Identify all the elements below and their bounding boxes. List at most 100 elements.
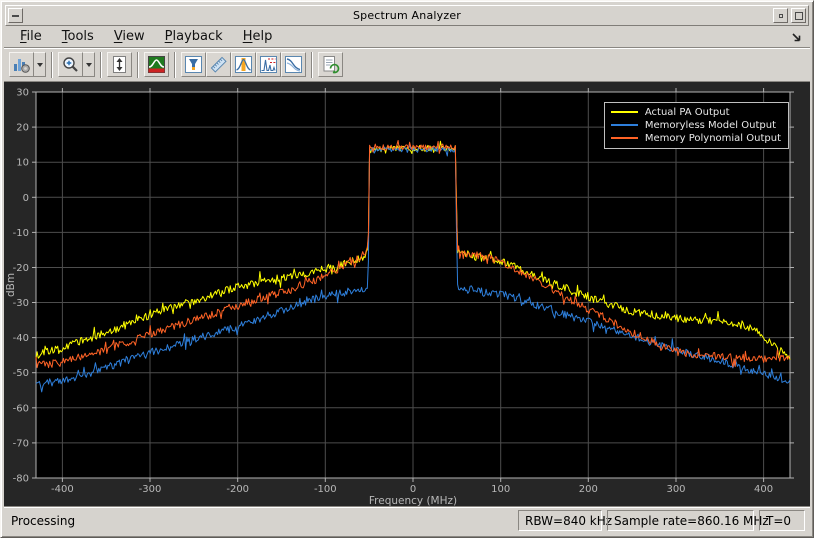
spectrogram-button[interactable] bbox=[144, 52, 169, 77]
svg-text:-300: -300 bbox=[139, 484, 162, 495]
playback-settings-button[interactable] bbox=[318, 52, 343, 77]
zoom-in-button[interactable] bbox=[58, 52, 83, 77]
menu-item-tools[interactable]: Tools bbox=[61, 29, 94, 44]
menu-item-view[interactable]: View bbox=[113, 29, 145, 44]
legend-label: Actual PA Output bbox=[644, 106, 730, 118]
svg-text:400: 400 bbox=[754, 484, 773, 495]
peak-finder-group bbox=[181, 52, 206, 77]
sample-rate-panel: Sample rate=860.16 MHz bbox=[607, 510, 769, 531]
toolbar bbox=[4, 48, 810, 82]
x-tick-labels: -400 -300 -200 -100 0 100 200 300 400 bbox=[51, 484, 773, 495]
svg-text:30: 30 bbox=[16, 88, 29, 99]
spectral-mask-button[interactable] bbox=[281, 52, 306, 77]
spectral-mask-group bbox=[281, 52, 306, 77]
svg-text:0: 0 bbox=[23, 193, 29, 204]
menu-item-help[interactable]: Help bbox=[242, 29, 273, 44]
status-text: Processing bbox=[11, 513, 76, 528]
svg-text:-100: -100 bbox=[314, 484, 337, 495]
svg-text:-70: -70 bbox=[13, 438, 29, 449]
fit-to-view-group bbox=[107, 52, 132, 77]
figure-area: -400 -300 -200 -100 0 100 200 300 400 30 20 10 0 -10-… bbox=[4, 82, 810, 506]
harmonic-distortion-icon bbox=[259, 55, 278, 74]
svg-text:0: 0 bbox=[410, 484, 416, 495]
legend-label: Memoryless Model Output bbox=[644, 119, 776, 131]
svg-text:-200: -200 bbox=[226, 484, 249, 495]
spectral-mask-icon bbox=[284, 55, 303, 74]
spectrum-settings-button[interactable] bbox=[9, 52, 34, 77]
distortion-measurements-button[interactable] bbox=[206, 52, 231, 77]
trace-memoryless-model-output bbox=[35, 143, 791, 393]
legend[interactable]: Actual PA Output Memoryless Model Output M… bbox=[603, 102, 789, 149]
zoom-in-icon bbox=[61, 55, 80, 74]
menu-item-playback[interactable]: Playback bbox=[164, 29, 223, 44]
harmonic-distortion-group bbox=[256, 52, 281, 77]
toolbar-separator bbox=[311, 51, 313, 78]
title-bar: Spectrum Analyzer bbox=[5, 5, 809, 26]
svg-text:20: 20 bbox=[16, 123, 29, 134]
window-title: Spectrum Analyzer bbox=[352, 9, 462, 22]
menu-item-file[interactable]: File bbox=[20, 29, 42, 44]
svg-text:-80: -80 bbox=[13, 474, 29, 485]
legend-line-sample bbox=[610, 137, 638, 139]
minimize-button[interactable] bbox=[773, 8, 788, 23]
zoom-in-dropdown[interactable] bbox=[83, 52, 95, 77]
distortion-measurements-group bbox=[206, 52, 231, 77]
peak-finder-button[interactable] bbox=[181, 52, 206, 77]
y-tick-labels: 30 20 10 0 -10 -20 -30 -40 -50 -60 -70 -80 bbox=[13, 88, 29, 485]
fit-to-view-icon bbox=[110, 55, 129, 74]
svg-text:-20: -20 bbox=[13, 263, 29, 274]
spectrogram-group bbox=[144, 52, 169, 77]
svg-text:10: 10 bbox=[16, 158, 29, 169]
minimize-icon bbox=[778, 13, 783, 18]
spectrum-settings-dropdown[interactable] bbox=[34, 52, 46, 77]
channel-measurements-icon bbox=[234, 55, 253, 74]
spectrum-settings-icon bbox=[12, 55, 31, 74]
toolbar-separator bbox=[51, 51, 53, 78]
legend-label: Memory Polynomial Output bbox=[644, 132, 781, 144]
window-menu-button[interactable] bbox=[8, 8, 23, 23]
distortion-measurements-icon bbox=[209, 55, 228, 74]
dock-arrow-icon[interactable] bbox=[790, 30, 804, 44]
menu-bar: File Tools View Playback Help bbox=[4, 26, 810, 48]
chevron-down-icon bbox=[36, 62, 43, 67]
zoom-in-group bbox=[58, 52, 95, 77]
legend-entry: Memory Polynomial Output bbox=[610, 132, 781, 144]
toolbar-separator bbox=[137, 51, 139, 78]
legend-line-sample bbox=[610, 111, 638, 113]
window-menu-icon bbox=[12, 14, 19, 17]
harmonic-distortion-button[interactable] bbox=[256, 52, 281, 77]
svg-text:-60: -60 bbox=[13, 403, 29, 414]
playback-settings-icon bbox=[321, 55, 340, 74]
status-bar: Processing RBW=840 kHz Sample rate=860.1… bbox=[4, 506, 810, 534]
svg-text:-40: -40 bbox=[13, 333, 29, 344]
toolbar-separator bbox=[100, 51, 102, 78]
chevron-down-icon bbox=[85, 62, 92, 67]
svg-text:200: 200 bbox=[579, 484, 598, 495]
fit-to-view-button[interactable] bbox=[107, 52, 132, 77]
peak-finder-icon bbox=[184, 55, 203, 74]
channel-measurements-group bbox=[231, 52, 256, 77]
svg-text:-30: -30 bbox=[13, 298, 29, 309]
time-panel: T=0 bbox=[759, 510, 805, 531]
svg-text:300: 300 bbox=[666, 484, 685, 495]
legend-line-sample bbox=[610, 124, 638, 126]
rbw-panel: RBW=840 kHz bbox=[518, 510, 612, 531]
trace-memory-polynomial-output bbox=[35, 140, 790, 369]
playback-settings-group bbox=[318, 52, 343, 77]
legend-entry: Memoryless Model Output bbox=[610, 119, 781, 131]
maximize-icon bbox=[794, 11, 803, 20]
maximize-button[interactable] bbox=[791, 8, 806, 23]
spectrum-plot[interactable]: -400 -300 -200 -100 0 100 200 300 4003020100-10-… bbox=[4, 82, 810, 506]
spectrogram-icon bbox=[147, 55, 166, 74]
svg-text:100: 100 bbox=[491, 484, 510, 495]
x-axis-label: Frequency (MHz) bbox=[369, 495, 457, 506]
channel-measurements-button[interactable] bbox=[231, 52, 256, 77]
toolbar-separator bbox=[174, 51, 176, 78]
spectrum-settings-group bbox=[9, 52, 46, 77]
svg-text:-10: -10 bbox=[13, 228, 29, 239]
svg-text:-400: -400 bbox=[51, 484, 74, 495]
y-axis-label: dBm bbox=[5, 273, 17, 297]
grid bbox=[36, 92, 790, 478]
legend-entry: Actual PA Output bbox=[610, 106, 781, 118]
